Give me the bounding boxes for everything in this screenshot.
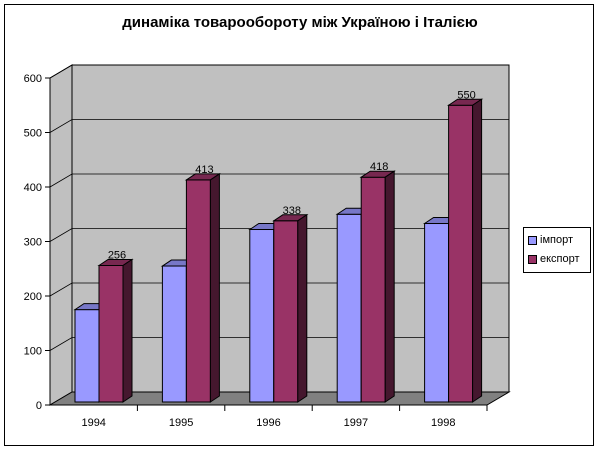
bar-export-1994-front xyxy=(98,264,124,403)
bar-import-1997-front xyxy=(336,213,362,403)
y-tick-label: 500 xyxy=(24,128,42,140)
chart-legend: імпорт експорт xyxy=(523,227,591,273)
y-tick-label: 0 xyxy=(36,400,42,412)
chart-title: динаміка товарообороту між Україною і Іт… xyxy=(122,14,478,31)
bar-export-1997-front xyxy=(360,176,386,403)
y-tick-label: 200 xyxy=(24,291,42,303)
x-tick-label: 1998 xyxy=(431,417,455,429)
y-tick-label: 400 xyxy=(24,182,42,194)
data-label: 256 xyxy=(108,249,126,261)
y-tick-label: 300 xyxy=(24,237,42,249)
bar-export-1994-side xyxy=(122,258,133,403)
gridline xyxy=(49,64,509,79)
gridline xyxy=(49,119,509,133)
data-label: 550 xyxy=(457,89,475,101)
bar-export-1995-front xyxy=(185,179,211,403)
data-label: 413 xyxy=(195,164,213,176)
data-label: 418 xyxy=(370,161,388,173)
legend-entry-import: імпорт xyxy=(528,233,573,247)
x-tick-label: 1994 xyxy=(81,417,105,429)
legend-swatch-export xyxy=(528,254,537,264)
bar-export-1996-front xyxy=(273,220,299,403)
x-tick-label: 1996 xyxy=(256,417,280,429)
data-label: 338 xyxy=(283,205,301,217)
legend-label-export: експорт xyxy=(540,253,580,265)
legend-swatch-import xyxy=(528,235,537,245)
x-tick-label: 1997 xyxy=(344,417,368,429)
bar-import-1994-front xyxy=(74,309,100,403)
bar-export-1996-side xyxy=(297,213,308,403)
bar-import-1995-front xyxy=(161,265,187,403)
bar-export-1998-side xyxy=(472,98,483,403)
bar-export-1998-front xyxy=(448,104,474,403)
bar-import-1996-front xyxy=(249,229,275,403)
legend-entry-export: експорт xyxy=(528,252,580,266)
y-tick-label: 600 xyxy=(24,73,42,85)
gridline xyxy=(49,173,509,188)
bar-export-1995-side xyxy=(209,172,220,403)
x-tick-label: 1995 xyxy=(169,417,193,429)
legend-label-import: імпорт xyxy=(540,234,573,246)
bar-export-1997-side xyxy=(384,170,395,403)
y-tick-label: 100 xyxy=(24,346,42,358)
bar-import-1998-front xyxy=(424,223,450,403)
